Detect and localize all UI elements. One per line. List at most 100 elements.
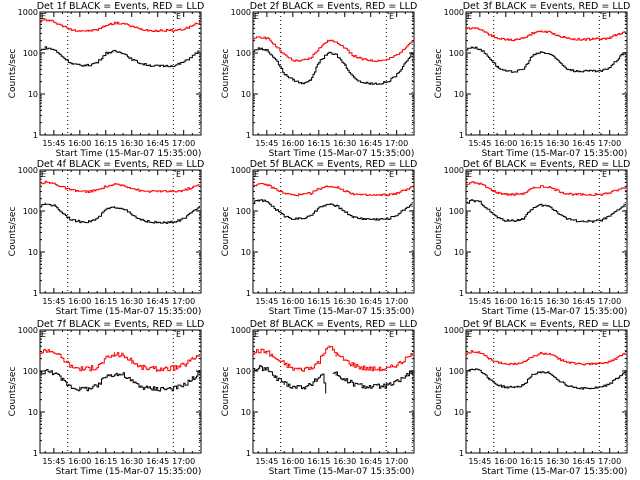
series-line-lld [40, 19, 200, 32]
y-tick-label: 10 [241, 248, 251, 257]
y-tick-label: 1 [246, 131, 251, 140]
y-tick-label: 1000 [444, 326, 464, 335]
chart-title: Det 9f BLACK = Events, RED = LLD [463, 319, 631, 330]
x-tick-label: 16:45 [146, 457, 169, 466]
x-tick-label: 15:45 [42, 297, 65, 306]
x-tick-label: 17:00 [385, 297, 408, 306]
x-tick-label: 17:00 [598, 297, 621, 306]
series-line-events [332, 370, 413, 389]
y-tick-label: 10 [241, 408, 251, 417]
y-tick-label: 1000 [18, 326, 38, 335]
y-tick-label: 100 [236, 207, 251, 216]
x-tick-label: 16:15 [94, 139, 117, 148]
x-tick-label: 16:15 [520, 457, 543, 466]
y-tick-label: 100 [23, 367, 38, 376]
event-marker-E: E [176, 12, 181, 21]
x-tick-label: 16:45 [359, 139, 382, 148]
event-marker-E: E [467, 330, 472, 339]
series-line-events [466, 46, 626, 73]
chart-panel-2: Det 2f BLACK = Events, RED = LLD 1 10 100 10… [221, 1, 417, 159]
x-axis-label: Start Time (15-Mar-07 15:35:00) [56, 307, 202, 317]
x-tick-label: 16:15 [94, 457, 117, 466]
x-tick-label: 16:00 [494, 297, 517, 306]
x-tick-label: 16:00 [494, 457, 517, 466]
y-tick-label: 100 [449, 207, 464, 216]
x-axis-label: Start Time (15-Mar-07 15:35:00) [269, 149, 415, 159]
plot-frame [465, 169, 628, 294]
chart-panel-6: Det 6f BLACK = Events, RED = LLD 1 10 100 10… [434, 159, 630, 317]
series-line-lld [40, 180, 200, 193]
y-axis-label: Counts/sec [8, 207, 18, 257]
series-line-events [253, 199, 413, 221]
event-marker-E: E [254, 12, 259, 21]
chart-panel-8: Det 8f BLACK = Events, RED = LLD 1 10 100 10… [221, 319, 417, 477]
y-tick-label: 1000 [444, 8, 464, 17]
y-axis-label: Counts/sec [221, 207, 231, 257]
y-tick-label: 1 [33, 131, 38, 140]
x-tick-label: 15:45 [42, 139, 65, 148]
x-tick-label: 16:30 [546, 297, 569, 306]
x-tick-label: 16:00 [281, 457, 304, 466]
x-tick-label: 17:00 [598, 457, 621, 466]
x-tick-label: 17:00 [598, 139, 621, 148]
series-line-events [253, 47, 413, 85]
y-tick-label: 10 [28, 248, 38, 257]
event-marker-E: E [41, 330, 46, 339]
chart-title: Det 5f BLACK = Events, RED = LLD [250, 159, 418, 170]
plot-frame [252, 169, 415, 294]
x-tick-label: 15:45 [42, 457, 65, 466]
x-tick-label: 17:00 [385, 139, 408, 148]
x-tick-label: 16:15 [307, 457, 330, 466]
y-tick-label: 1000 [231, 166, 251, 175]
chart-panel-4: Det 4f BLACK = Events, RED = LLD 1 10 100 10… [8, 159, 204, 317]
x-tick-label: 16:15 [94, 297, 117, 306]
event-marker-E: E [467, 170, 472, 179]
event-marker-E: E [41, 12, 46, 21]
x-tick-label: 17:00 [385, 457, 408, 466]
x-axis-label: Start Time (15-Mar-07 15:35:00) [482, 467, 628, 477]
x-tick-label: 17:00 [172, 457, 195, 466]
chart-title: Det 2f BLACK = Events, RED = LLD [250, 1, 418, 12]
series-line-lld [253, 345, 413, 372]
plot-frame [39, 169, 202, 294]
y-tick-label: 10 [454, 248, 464, 257]
chart-panel-1: Det 1f BLACK = Events, RED = LLD 1 10 100 10… [8, 1, 204, 159]
event-marker-E: E [467, 12, 472, 21]
y-tick-label: 10 [28, 408, 38, 417]
x-tick-label: 16:00 [68, 297, 91, 306]
x-tick-label: 15:45 [255, 297, 278, 306]
chart-title: Det 4f BLACK = Events, RED = LLD [37, 159, 205, 170]
y-tick-label: 1 [246, 289, 251, 298]
x-tick-label: 16:00 [494, 139, 517, 148]
series-line-lld [466, 350, 626, 366]
y-axis-label: Counts/sec [221, 367, 231, 417]
plot-frame [252, 329, 415, 454]
series-line-lld [253, 183, 413, 197]
event-marker-E: E [602, 170, 607, 179]
y-tick-label: 100 [23, 207, 38, 216]
event-marker-E: E [389, 170, 394, 179]
x-tick-label: 16:30 [546, 139, 569, 148]
event-marker-E: E [41, 170, 46, 179]
x-tick-label: 16:00 [281, 297, 304, 306]
event-marker-E: E [176, 170, 181, 179]
event-marker-E: E [602, 330, 607, 339]
x-tick-label: 15:45 [255, 457, 278, 466]
chart-title: Det 7f BLACK = Events, RED = LLD [37, 319, 205, 330]
series-line-events [466, 368, 626, 390]
y-tick-label: 1 [459, 131, 464, 140]
x-tick-label: 15:45 [468, 139, 491, 148]
chart-title: Det 8f BLACK = Events, RED = LLD [250, 319, 418, 330]
series-line-events [253, 365, 327, 394]
event-marker-E: E [389, 330, 394, 339]
plot-frame [252, 11, 415, 136]
y-axis-label: Counts/sec [434, 49, 444, 99]
plot-frame [39, 11, 202, 136]
x-tick-label: 15:45 [255, 139, 278, 148]
series-line-lld [466, 181, 626, 196]
chart-panel-5: Det 5f BLACK = Events, RED = LLD 1 10 100 10… [221, 159, 417, 317]
y-tick-label: 1 [459, 289, 464, 298]
plot-frame [465, 329, 628, 454]
event-marker-E: E [602, 12, 607, 21]
